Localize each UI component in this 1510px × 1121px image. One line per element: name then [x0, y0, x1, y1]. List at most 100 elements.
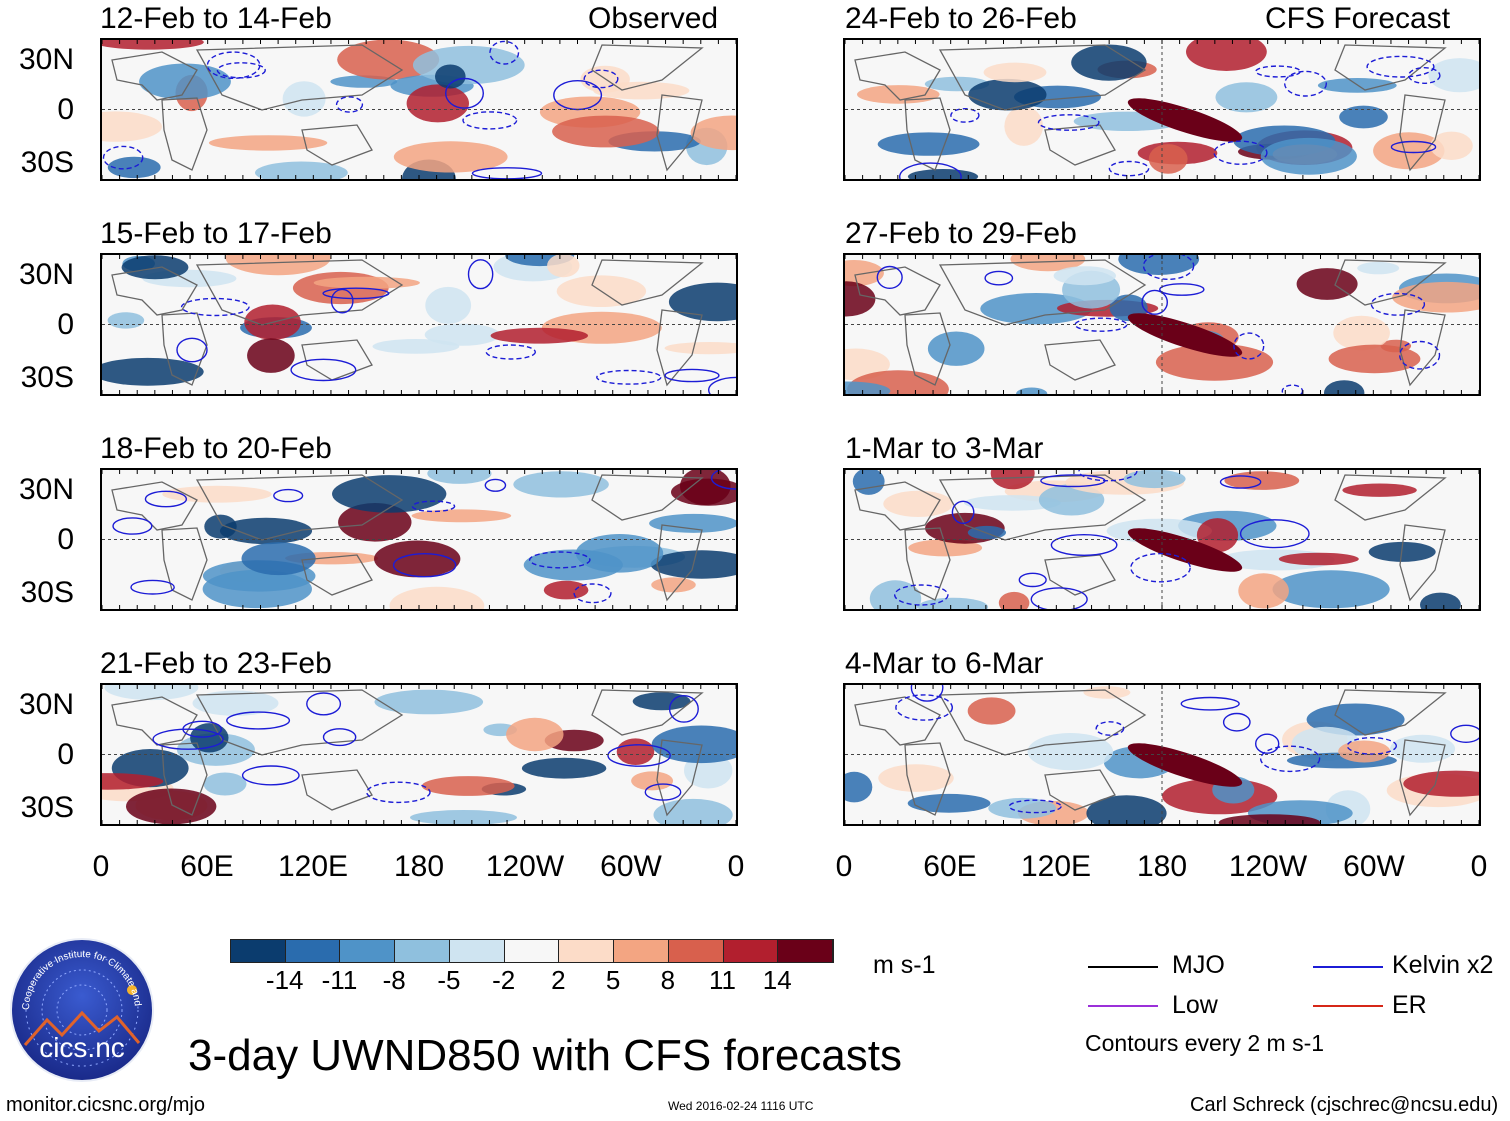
map-panel-right-4: [843, 683, 1481, 826]
anomaly-shading: [664, 342, 736, 355]
panel-title-right-4: 4-Mar to 6-Mar: [845, 647, 1044, 680]
colorbar-tick-label: -14: [265, 965, 304, 995]
kelvin-contour: [573, 583, 612, 604]
coastline: [301, 124, 373, 166]
coastline: [656, 94, 703, 172]
anomaly-shading: [102, 111, 162, 142]
anomaly-shading: [1272, 570, 1390, 609]
anomaly-shading: [374, 540, 461, 578]
kelvin-contour: [664, 368, 720, 383]
anomaly-shading: [1127, 313, 1243, 357]
anomaly-shading: [374, 689, 484, 715]
kelvin-contour: [1219, 475, 1262, 489]
map-panel-left-3: [100, 468, 738, 611]
lon-label-0-end: 0: [1470, 850, 1488, 883]
coastline: [1044, 339, 1116, 381]
colorbar-cell: [449, 940, 505, 962]
anomaly-shading: [616, 738, 655, 765]
lon-label-120e: 120E: [277, 850, 349, 883]
anomaly-shading: [845, 381, 891, 394]
coastline: [301, 339, 373, 381]
colorbar-tick-label: 11: [709, 965, 737, 995]
anomaly-shading: [393, 141, 508, 173]
anomaly-shading: [632, 692, 691, 711]
lat-label-eq: 0: [57, 93, 74, 126]
anomaly-shading: [190, 723, 229, 753]
map-panel-right-3: [843, 468, 1481, 611]
anomaly-shading: [1016, 387, 1048, 394]
coastline: [591, 44, 704, 91]
coastline: [1334, 689, 1447, 736]
kelvin-contour: [1390, 140, 1437, 154]
lat-label-30n: 30N: [18, 473, 74, 506]
kelvin-contour: [484, 478, 507, 492]
kelvin-contour: [322, 287, 390, 300]
footer-url[interactable]: monitor.cicsnc.org/mjo: [6, 1094, 205, 1116]
kelvin-contour: [894, 584, 949, 606]
lon-label-120w: 120W: [485, 850, 565, 883]
anomaly-shading: [845, 771, 873, 803]
anomaly-shading: [543, 580, 589, 600]
anomaly-shading: [162, 485, 272, 503]
anomaly-shading: [552, 115, 660, 148]
colorbar: [230, 939, 834, 963]
kelvin-contour: [241, 765, 300, 786]
anomaly-shading: [1053, 266, 1116, 286]
anomaly-shading: [671, 478, 736, 506]
lat-label-eq: 0: [57, 523, 74, 556]
lat-label-30s: 30S: [20, 791, 74, 824]
coastline: [854, 266, 941, 316]
lat-label-eq: 0: [57, 738, 74, 771]
coastline: [938, 689, 1147, 756]
lat-label-30s: 30S: [20, 576, 74, 609]
kelvin-contour: [216, 62, 266, 79]
map-panel-left-4: [100, 683, 738, 826]
anomaly-shading: [247, 338, 295, 373]
kelvin-contour: [226, 711, 291, 730]
legend-label-er: ER: [1392, 991, 1427, 1019]
anomaly-shading: [424, 323, 500, 346]
kelvin-contour: [1008, 799, 1062, 814]
anomaly-shading: [411, 509, 512, 523]
coastline: [1044, 769, 1116, 811]
anomaly-shading: [1127, 743, 1243, 787]
anomaly-shading: [883, 490, 954, 517]
kelvin-contour: [895, 694, 953, 721]
anomaly-shading: [102, 773, 164, 790]
kelvin-contour: [1213, 140, 1268, 165]
coastline: [195, 259, 404, 326]
colorbar-cell: [504, 940, 560, 962]
kelvin-contour: [1398, 340, 1441, 370]
kelvin-contour: [708, 376, 736, 394]
footer-timestamp: Wed 2016-02-24 1116 UTC: [668, 1099, 814, 1113]
kelvin-contour: [668, 694, 699, 723]
legend-label-kelvin: Kelvin x2: [1392, 951, 1494, 979]
coastline: [904, 312, 951, 386]
anomaly-shading: [907, 793, 991, 813]
coastline: [904, 97, 951, 171]
anomaly-shading: [521, 757, 607, 779]
coastline: [1334, 474, 1447, 521]
anomaly-shading: [421, 776, 515, 796]
coastline: [854, 696, 941, 746]
anomaly-shading: [1148, 144, 1188, 174]
colorbar-cell: [340, 940, 396, 962]
lon-label-180: 180: [393, 850, 445, 883]
anomaly-shading: [1086, 795, 1167, 824]
anomaly-shading: [1324, 380, 1365, 394]
anomaly-shading: [1186, 40, 1267, 71]
kelvin-contour: [1239, 519, 1310, 549]
anomaly-shading: [513, 471, 609, 498]
colorbar-cell: [668, 940, 724, 962]
anomaly-shading: [389, 586, 485, 609]
anomaly-shading: [968, 78, 1047, 111]
anomaly-shading: [990, 470, 1035, 490]
coastline: [161, 312, 208, 386]
lon-label-60e: 60E: [923, 850, 977, 883]
kelvin-contour: [1050, 533, 1118, 556]
colorbar-tick-label: 5: [605, 965, 621, 995]
coastline: [301, 769, 373, 811]
anomaly-shading: [406, 84, 469, 123]
kelvin-contour: [1158, 283, 1205, 296]
coastline: [195, 689, 404, 756]
